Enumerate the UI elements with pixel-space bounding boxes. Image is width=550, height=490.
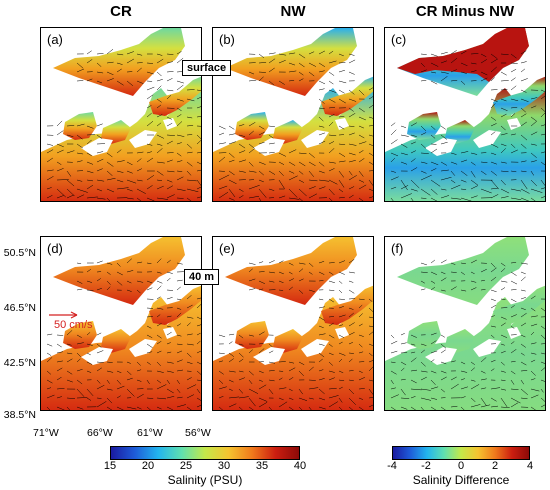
ocean-field [41,28,201,201]
current-vectors [390,259,545,410]
map-panel-b: (b) [212,27,374,202]
high-difference-band [397,28,529,82]
longitude-label: 61°W [137,427,163,439]
ocean-field [213,28,373,201]
panel-label: (b) [219,32,235,47]
longitude-label: 66°W [87,427,113,439]
latitude-label: 38.5°N [3,409,36,421]
ocean-field [385,237,545,410]
longitude-label: 71°W [33,427,59,439]
column-title-difference: CR Minus NW [415,3,515,20]
current-vectors [390,50,545,201]
salinity-colorbar-tick: 25 [179,460,193,472]
salinity-colorbar-tick: 40 [293,460,307,472]
land-mask [81,118,177,156]
difference-colorbar [392,446,530,460]
difference-colorbar-title: Salinity Difference [412,473,510,487]
ocean-field [213,237,373,410]
longitude-label: 56°W [185,427,211,439]
depth-tag-surface: surface [182,60,232,76]
map-panel-c: (c) [384,27,546,202]
difference-colorbar-tick: 0 [457,460,465,472]
panel-label: (f) [391,241,404,256]
salinity-colorbar [110,446,300,460]
salinity-colorbar-title: Salinity (PSU) [167,473,243,487]
current-vectors [46,49,201,201]
salinity-colorbar-tick: 15 [103,460,117,472]
salinity-colorbar-tick: 35 [255,460,269,472]
column-title-nw: NW [280,3,306,20]
map-panel-d: (d) [40,236,202,411]
velocity-scale-arrow [49,311,78,319]
current-vectors [218,50,373,201]
difference-colorbar-tick: 4 [526,460,534,472]
difference-colorbar-tick: -4 [387,460,397,472]
land-mask [253,118,349,156]
panel-label: (d) [47,241,63,256]
map-panel-a: (a) [40,27,202,202]
current-vectors [218,259,373,410]
depth-tag-40m: 40 m [184,269,220,285]
map-panel-f: (f) [384,236,546,411]
panel-label: (c) [391,32,407,47]
latitude-label: 42.5°N [3,357,36,369]
difference-colorbar-tick: 2 [491,460,499,472]
latitude-label: 50.5°N [3,247,36,259]
land-mask [81,327,177,365]
panel-label: (a) [47,32,63,47]
salinity-colorbar-tick: 30 [217,460,231,472]
panel-label: (e) [219,241,235,256]
latitude-label: 46.5°N [3,302,36,314]
difference-colorbar-tick: -2 [421,460,431,472]
velocity-scale-label: 50 cm/s [54,319,93,331]
current-vectors [46,258,201,410]
ocean-field [41,237,201,410]
map-panel-e: (e) [212,236,374,411]
salinity-colorbar-tick: 20 [141,460,155,472]
land-mask [253,327,349,365]
column-title-cr: CR [110,3,132,20]
